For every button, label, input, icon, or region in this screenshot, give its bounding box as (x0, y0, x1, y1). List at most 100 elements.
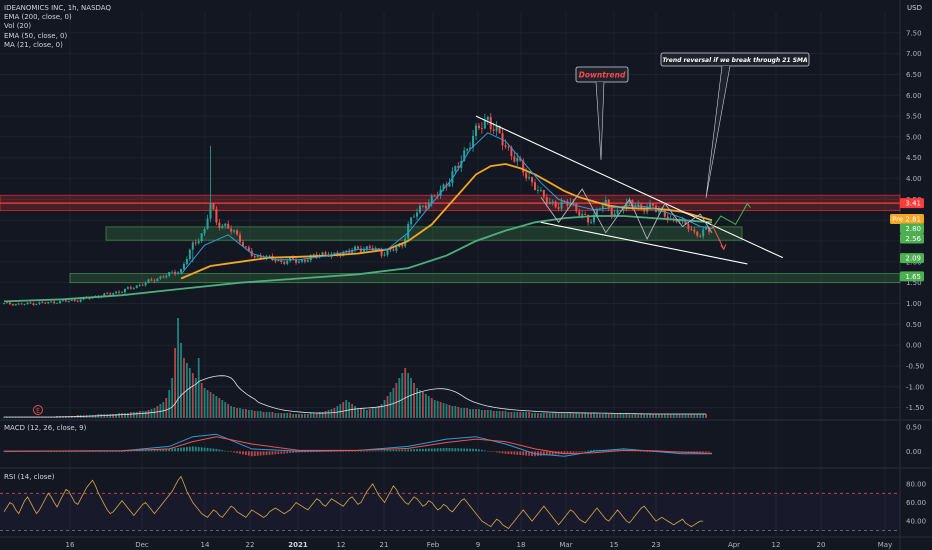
volume-bar (242, 409, 244, 418)
candle-body (551, 201, 554, 203)
macd-histogram-bar (177, 447, 179, 452)
candle-body (191, 242, 194, 250)
indicator-vol-label[interactable]: Vol (20) (4, 22, 32, 31)
macd-histogram-bar (569, 451, 572, 453)
volume-bar (681, 414, 684, 418)
volume-bar (312, 413, 315, 418)
rsi-pane-label[interactable]: RSI (14, close) (4, 473, 55, 481)
volume-bar (593, 413, 595, 418)
macd-histogram-bar (106, 451, 109, 452)
volume-bar (20, 417, 23, 418)
macd-histogram-bar (333, 451, 336, 452)
volume-bar (380, 404, 383, 418)
candle-body (194, 242, 197, 244)
volume-bar (200, 383, 203, 418)
volume-bar (141, 411, 144, 418)
candle-body (5, 302, 8, 304)
volume-bar (247, 410, 250, 418)
macd-histogram-bar (62, 451, 64, 452)
volume-bar (430, 398, 433, 418)
volume-bar (569, 413, 572, 418)
macd-histogram-bar (389, 450, 392, 452)
volume-bar (295, 414, 297, 418)
candle-body (64, 300, 67, 302)
bullish-arrowhead (743, 202, 751, 209)
volume-bar (604, 414, 607, 418)
macd-histogram-bar (330, 451, 333, 452)
macd-histogram-bar (194, 446, 197, 452)
candle-body (663, 209, 666, 217)
macd-histogram-bar (200, 447, 203, 452)
candle-body (637, 204, 640, 207)
macd-pane-label[interactable]: MACD (12, 26, close, 9) (4, 424, 87, 432)
candle-body (610, 208, 613, 217)
macd-histogram-bar (321, 451, 324, 452)
volume-bar (637, 414, 640, 418)
volume-bar (360, 408, 362, 418)
macd-histogram-bar (247, 451, 250, 456)
volume-bar (498, 411, 501, 418)
candle-body (545, 197, 548, 204)
candle-body (433, 195, 436, 197)
candle-body (386, 250, 389, 255)
volume-bar (41, 417, 44, 418)
macd-histogram-bar (191, 446, 194, 452)
macd-histogram-bar (165, 449, 168, 452)
price-axis-label-text: 2.80 (905, 225, 921, 233)
candle-body (135, 285, 138, 289)
volume-bar (221, 400, 224, 418)
price-axis-tick: 4.50 (906, 154, 922, 162)
symbol-title[interactable]: IDEANOMICS INC, 1h, NASDAQ (4, 4, 111, 12)
candle-body (62, 300, 64, 302)
candle-body (427, 203, 430, 209)
price-axis-tick: -0.50 (906, 362, 924, 370)
indicator-ma21-label[interactable]: MA (21, close, 0) (4, 40, 63, 49)
macd-histogram-bar (472, 448, 474, 452)
candle-body (359, 248, 362, 252)
volume-bar (383, 400, 386, 418)
chart-legend: IDEANOMICS INC, 1h, NASDAQ EMA (200, clo… (4, 4, 111, 50)
macd-histogram-bar (427, 448, 430, 452)
candle-body (129, 287, 132, 289)
candle-body (492, 129, 495, 131)
candle-body (256, 255, 259, 258)
volume-bar (537, 413, 539, 418)
candle-body (368, 246, 371, 248)
volume-bar (35, 417, 38, 418)
volume-bar (560, 413, 563, 418)
time-axis-tick: 12 (337, 541, 346, 549)
macd-axis-tick: 0.50 (906, 423, 922, 431)
candle-body (324, 252, 327, 255)
macd-histogram-bar (91, 451, 94, 452)
macd-histogram-bar (483, 450, 486, 452)
macd-histogram-bar (304, 451, 306, 453)
volume-bar (115, 414, 117, 418)
volume-bar (44, 417, 47, 418)
macd-histogram-bar (365, 450, 368, 452)
volume-bar (121, 413, 123, 418)
indicator-ema50-label[interactable]: EMA (50, close, 0) (4, 31, 68, 40)
macd-histogram-bar (693, 451, 696, 453)
volume-bar (38, 417, 41, 418)
candle-body (542, 189, 545, 198)
volume-bar (327, 410, 330, 418)
macd-histogram-bar (221, 450, 224, 452)
macd-histogram-bar (469, 448, 471, 452)
macd-histogram-bar (419, 448, 421, 452)
volume-bar (386, 396, 389, 418)
price-axis-label (900, 271, 924, 282)
zone-support-lower (69, 273, 901, 284)
volume-bar (690, 414, 693, 418)
volume-bar (127, 413, 129, 418)
indicator-ema200-label[interactable]: EMA (200, close, 0) (4, 13, 72, 22)
time-axis-tick: 23 (652, 541, 661, 549)
volume-bar (309, 413, 312, 418)
macd-histogram-bar (250, 451, 253, 457)
earnings-marker-label: E (36, 408, 40, 415)
candle-body (53, 301, 56, 304)
candle-body (560, 201, 563, 209)
candle-body (200, 233, 203, 242)
candle-body (162, 276, 165, 278)
candle-body (525, 172, 528, 179)
